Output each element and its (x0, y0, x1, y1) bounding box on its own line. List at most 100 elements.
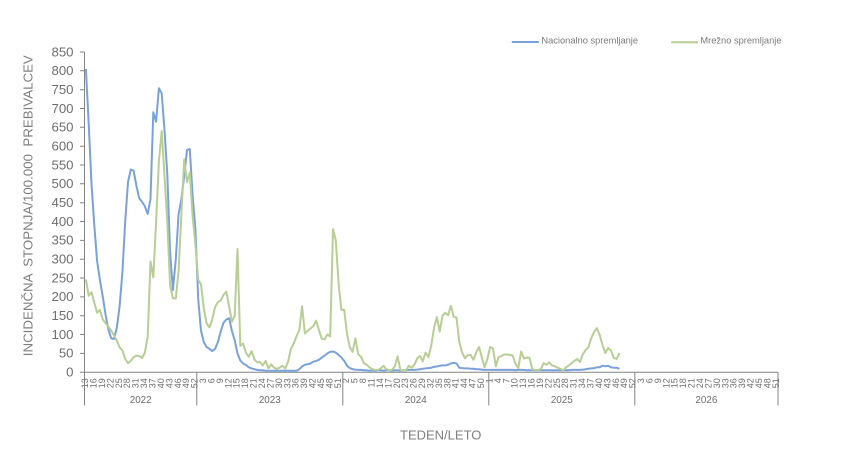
svg-text:21: 21 (687, 378, 697, 388)
svg-text:7: 7 (501, 378, 511, 383)
svg-text:3: 3 (198, 378, 208, 383)
svg-text:Mrežno spremljanje: Mrežno spremljanje (700, 36, 781, 46)
svg-text:500: 500 (51, 176, 73, 191)
svg-text:50: 50 (476, 378, 486, 388)
svg-text:6: 6 (645, 378, 655, 383)
svg-text:51: 51 (333, 378, 343, 388)
svg-text:44: 44 (459, 378, 469, 388)
svg-text:34: 34 (577, 378, 587, 388)
svg-text:15: 15 (670, 378, 680, 388)
svg-text:2024: 2024 (405, 395, 427, 406)
svg-text:33: 33 (282, 378, 292, 388)
svg-text:41: 41 (451, 378, 461, 388)
svg-text:18: 18 (240, 378, 250, 388)
svg-text:6: 6 (206, 378, 216, 383)
svg-text:300: 300 (51, 252, 73, 267)
svg-text:14: 14 (375, 378, 385, 388)
svg-text:400: 400 (51, 214, 73, 229)
svg-text:650: 650 (51, 120, 73, 135)
svg-text:0: 0 (66, 365, 73, 380)
svg-text:33: 33 (720, 378, 730, 388)
svg-text:850: 850 (51, 44, 73, 59)
svg-text:40: 40 (594, 378, 604, 388)
svg-text:600: 600 (51, 139, 73, 154)
svg-text:22: 22 (105, 378, 115, 388)
svg-text:52: 52 (628, 378, 638, 388)
svg-text:22: 22 (543, 378, 553, 388)
svg-text:1: 1 (484, 378, 494, 383)
svg-text:32: 32 (425, 378, 435, 388)
svg-text:750: 750 (51, 82, 73, 97)
svg-text:250: 250 (51, 270, 73, 285)
svg-text:150: 150 (51, 308, 73, 323)
svg-text:25: 25 (552, 378, 562, 388)
svg-text:29: 29 (417, 378, 427, 388)
svg-text:45: 45 (316, 378, 326, 388)
svg-text:20: 20 (392, 378, 402, 388)
svg-text:21: 21 (249, 378, 259, 388)
svg-text:10: 10 (510, 378, 520, 388)
svg-text:39: 39 (737, 378, 747, 388)
svg-text:100: 100 (51, 327, 73, 342)
svg-text:15: 15 (232, 378, 242, 388)
svg-text:31: 31 (131, 378, 141, 388)
svg-text:2: 2 (341, 378, 351, 383)
svg-text:35: 35 (434, 378, 444, 388)
svg-text:28: 28 (122, 378, 132, 388)
svg-text:38: 38 (442, 378, 452, 388)
svg-text:700: 700 (51, 101, 73, 116)
svg-text:43: 43 (602, 378, 612, 388)
svg-text:800: 800 (51, 63, 73, 78)
svg-text:INCIDENČNA STOPNJA/100.000 P: INCIDENČNA STOPNJA/100.000 PREBIVALCEV (21, 55, 36, 356)
svg-text:16: 16 (89, 378, 99, 388)
svg-text:2022: 2022 (130, 395, 152, 406)
svg-text:450: 450 (51, 195, 73, 210)
svg-text:46: 46 (611, 378, 621, 388)
svg-text:550: 550 (51, 157, 73, 172)
svg-text:4: 4 (493, 378, 503, 383)
svg-text:51: 51 (771, 378, 781, 388)
svg-text:19: 19 (97, 378, 107, 388)
svg-text:52: 52 (190, 378, 200, 388)
svg-text:2023: 2023 (259, 395, 281, 406)
svg-text:19: 19 (535, 378, 545, 388)
svg-text:5: 5 (350, 378, 360, 383)
svg-text:50: 50 (59, 346, 74, 361)
svg-text:11: 11 (367, 378, 377, 387)
svg-text:24: 24 (257, 378, 267, 388)
svg-text:24: 24 (695, 378, 705, 388)
svg-text:TEDEN/LETO: TEDEN/LETO (400, 428, 481, 443)
svg-text:9: 9 (215, 378, 225, 383)
svg-text:37: 37 (586, 378, 596, 388)
svg-text:9: 9 (653, 378, 663, 383)
svg-text:350: 350 (51, 233, 73, 248)
svg-text:12: 12 (223, 378, 233, 388)
svg-text:13: 13 (518, 378, 528, 388)
svg-text:Nacionalno spremljanje: Nacionalno spremljanje (541, 36, 638, 46)
svg-text:25: 25 (114, 378, 124, 388)
svg-text:48: 48 (762, 378, 772, 388)
svg-text:17: 17 (383, 378, 393, 388)
svg-text:39: 39 (299, 378, 309, 388)
svg-text:30: 30 (712, 378, 722, 388)
svg-text:36: 36 (729, 378, 739, 388)
svg-text:30: 30 (274, 378, 284, 388)
svg-text:16: 16 (527, 378, 537, 388)
svg-text:43: 43 (164, 378, 174, 388)
svg-text:49: 49 (619, 378, 629, 388)
svg-text:28: 28 (560, 378, 570, 388)
svg-text:49: 49 (181, 378, 191, 388)
svg-text:26: 26 (409, 378, 419, 388)
svg-text:42: 42 (308, 378, 318, 388)
svg-text:48: 48 (324, 378, 334, 388)
svg-text:46: 46 (173, 378, 183, 388)
svg-text:13: 13 (80, 378, 90, 388)
svg-text:47: 47 (468, 378, 478, 388)
svg-text:2026: 2026 (695, 395, 717, 406)
svg-text:8: 8 (358, 378, 368, 383)
svg-text:3: 3 (636, 378, 646, 383)
svg-text:36: 36 (291, 378, 301, 388)
svg-text:12: 12 (661, 378, 671, 388)
svg-text:31: 31 (569, 378, 579, 388)
svg-text:42: 42 (746, 378, 756, 388)
